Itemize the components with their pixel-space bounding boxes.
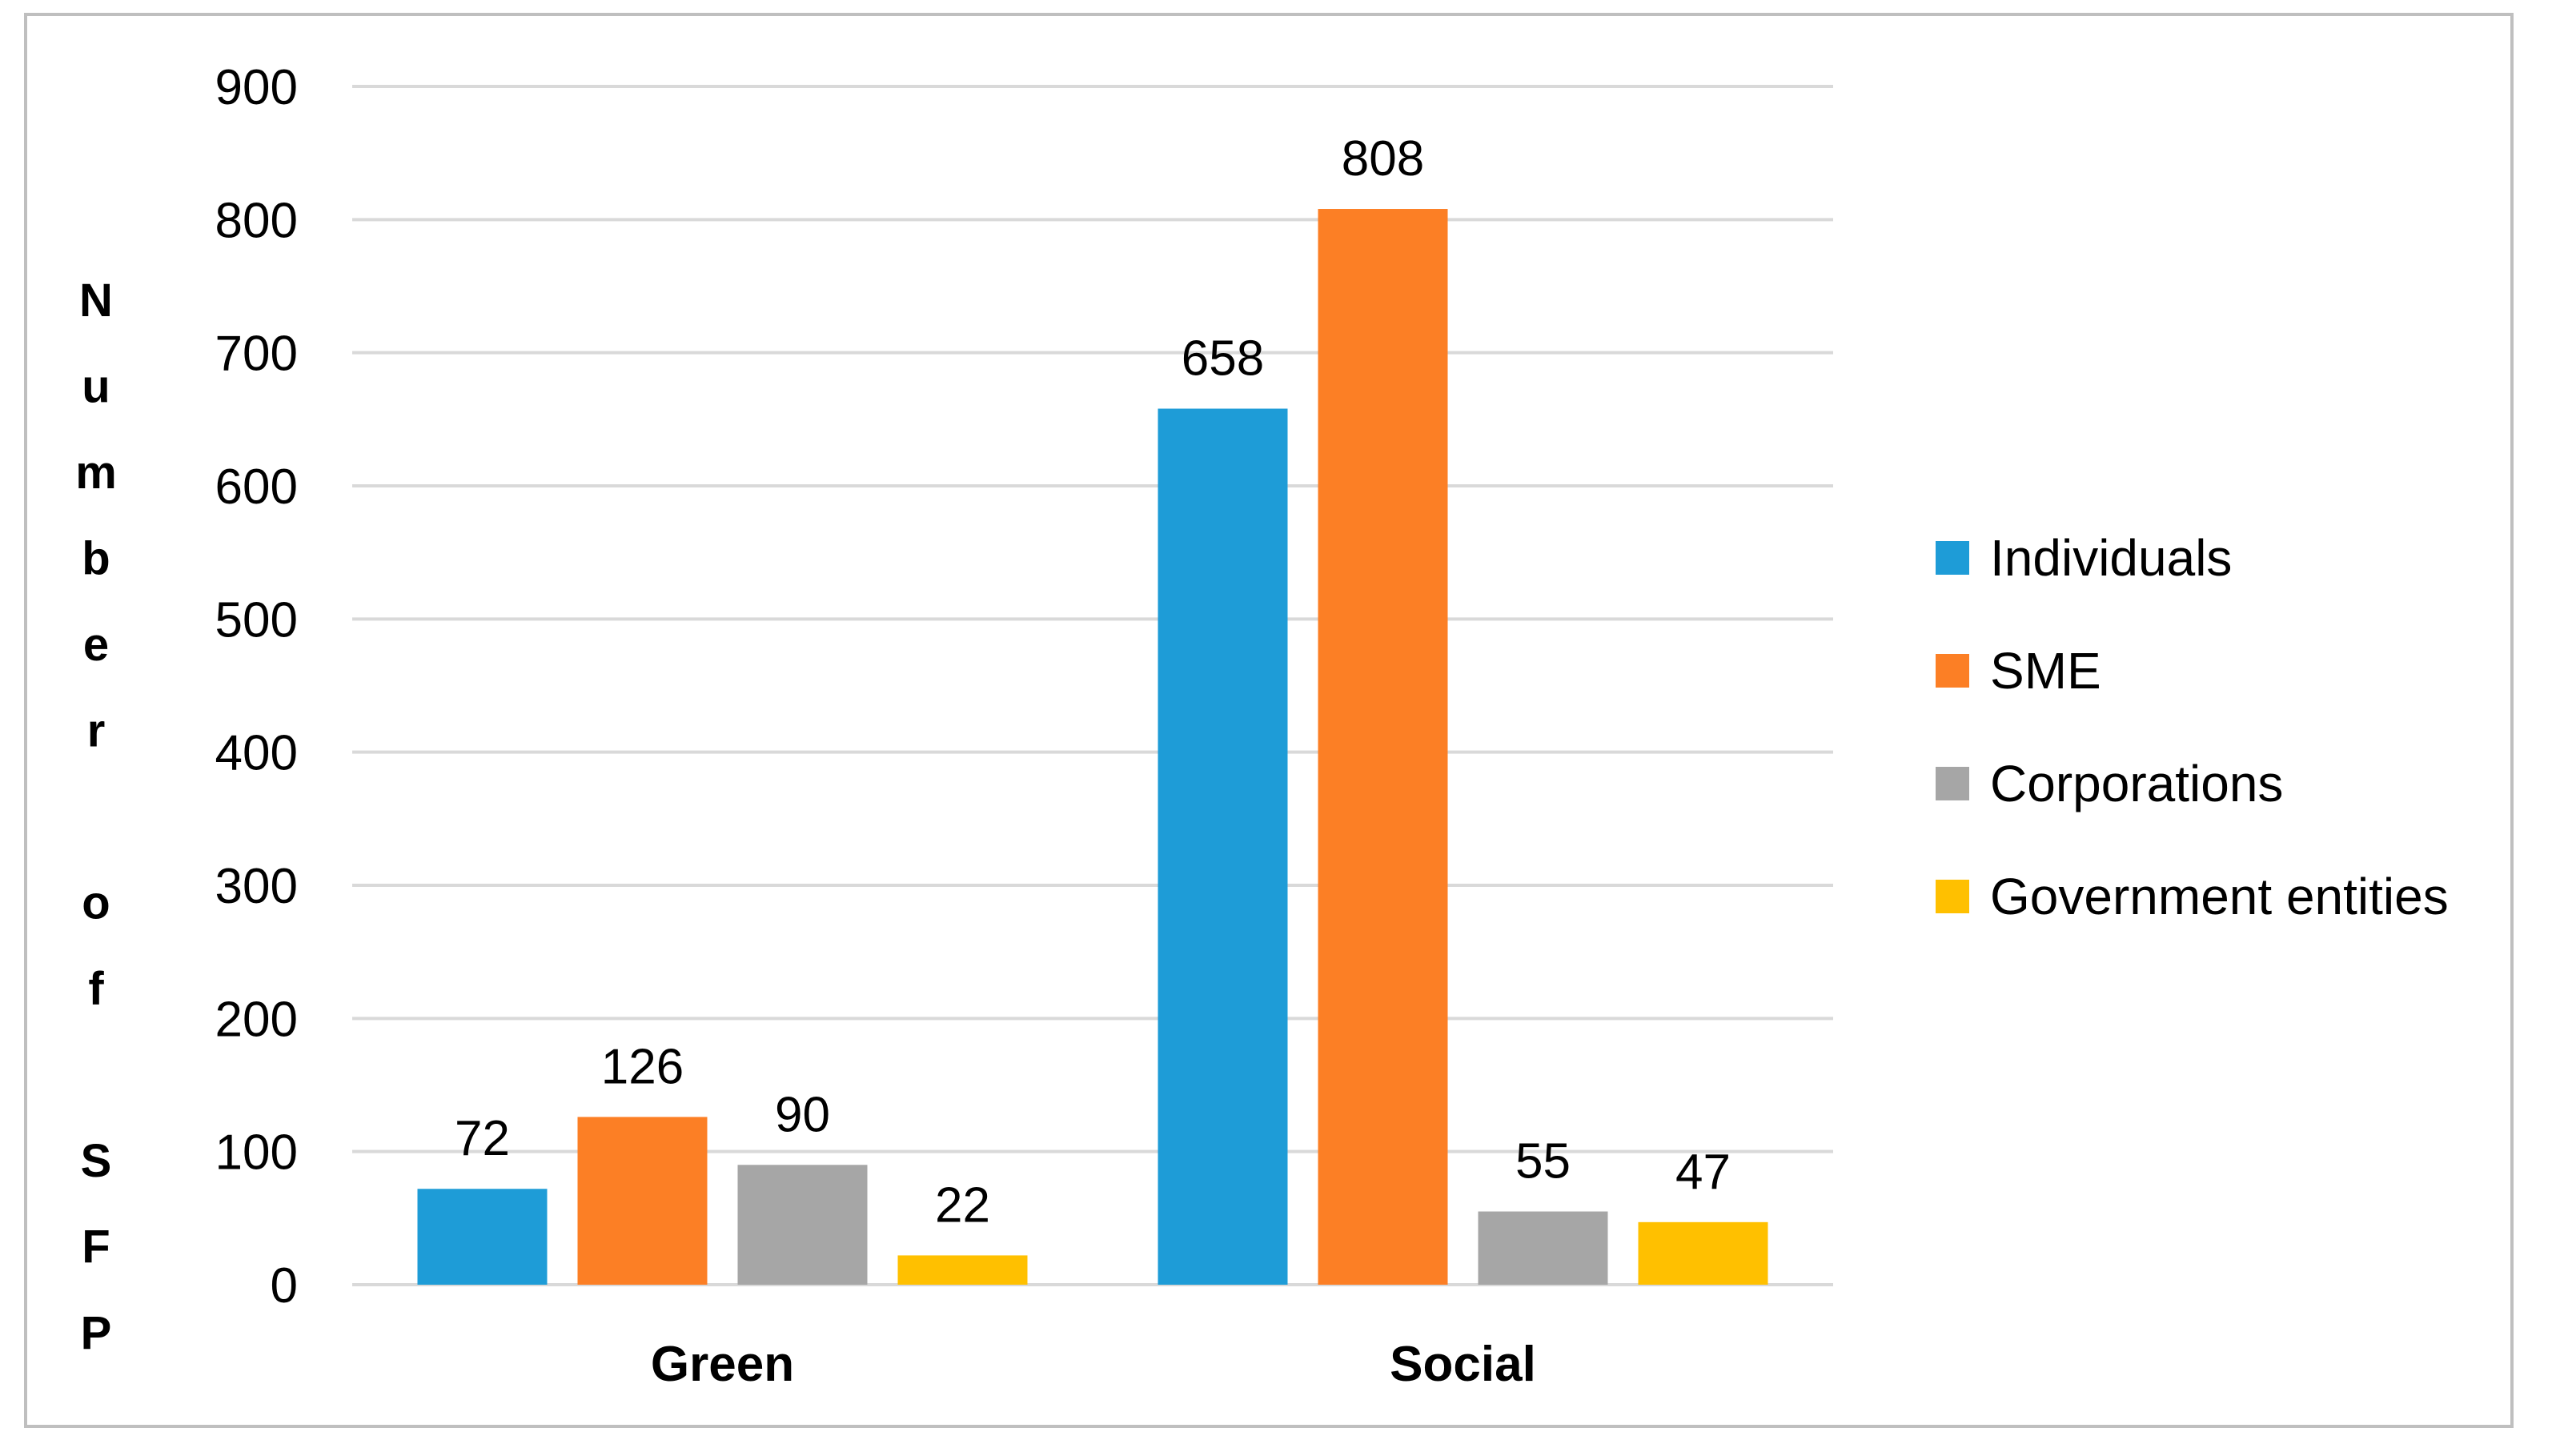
y-tick-label: 700 <box>215 327 298 382</box>
data-label: 72 <box>455 1111 510 1166</box>
y-axis-label-letter: f <box>88 963 104 1015</box>
data-label: 90 <box>775 1087 830 1142</box>
y-tick-label: 100 <box>215 1125 298 1181</box>
y-axis-label-letter: N <box>79 275 113 327</box>
y-tick-label: 0 <box>271 1258 298 1314</box>
y-tick-label: 200 <box>215 992 298 1047</box>
legend-label: Corporations <box>1990 755 2283 812</box>
legend-label: Government entities <box>1990 868 2449 925</box>
y-axis-label-letter: u <box>82 361 110 413</box>
data-label: 22 <box>935 1177 990 1233</box>
bar-individuals-green <box>417 1189 548 1285</box>
x-category-label: Social <box>1390 1337 1536 1392</box>
y-axis-label-letter: F <box>82 1221 110 1273</box>
y-axis-label-letter: e <box>83 619 109 671</box>
y-tick-label: 500 <box>215 592 298 648</box>
x-category-label: Green <box>651 1337 794 1392</box>
y-tick-label: 800 <box>215 193 298 248</box>
y-axis-label-letter: o <box>82 877 110 929</box>
y-tick-label: 900 <box>215 60 298 115</box>
legend-swatch <box>1936 654 1969 688</box>
y-axis-label-letter: P <box>81 1307 112 1359</box>
y-axis-label-letter: m <box>75 447 117 499</box>
bar-sme-social <box>1318 209 1448 1286</box>
y-tick-label: 300 <box>215 859 298 914</box>
bar-sme-green <box>577 1117 708 1285</box>
bar-government-entities-green <box>897 1255 1028 1285</box>
bar-corporations-green <box>737 1165 868 1285</box>
data-label: 126 <box>601 1039 684 1094</box>
y-tick-label: 400 <box>215 726 298 781</box>
legend-label: SME <box>1990 642 2101 700</box>
bar-corporations-social <box>1478 1211 1608 1285</box>
bar-individuals-social <box>1158 408 1288 1286</box>
bar-government-entities-social <box>1638 1221 1768 1285</box>
data-label: 808 <box>1342 131 1424 187</box>
data-label: 658 <box>1182 331 1264 387</box>
legend-label: Individuals <box>1990 529 2232 587</box>
legend-swatch <box>1936 880 1969 913</box>
legend-swatch <box>1936 767 1969 800</box>
y-axis-label-letter: b <box>82 533 110 585</box>
y-tick-label: 600 <box>215 459 298 515</box>
data-label: 55 <box>1515 1134 1571 1189</box>
legend-swatch <box>1936 541 1969 575</box>
y-axis-label-letter: S <box>81 1135 112 1187</box>
data-label: 47 <box>1675 1145 1731 1200</box>
y-axis-label-letter: r <box>87 705 106 757</box>
